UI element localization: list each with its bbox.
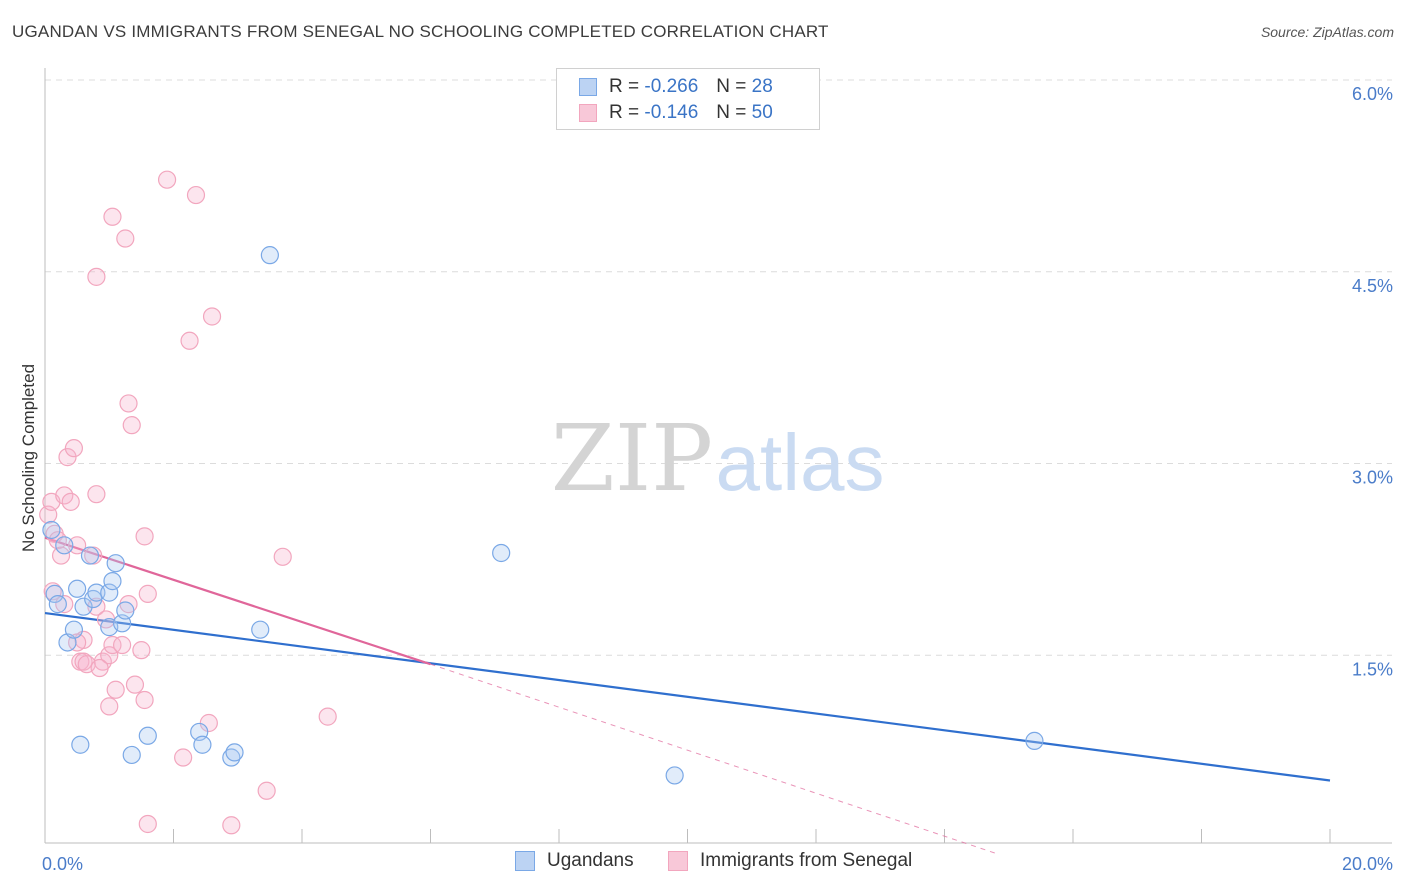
point-ugandans [251,620,270,639]
tick-labels: 1.5% 3.0% 4.5% 6.0% 0.0% 20.0% [42,84,1393,874]
point-ugandans [138,726,157,745]
y-tick-label: 4.5% [1352,276,1393,296]
point-senegal [103,635,122,655]
data-points [39,170,1044,835]
legend-item-senegal[interactable]: Immigrants from Senegal [668,850,912,872]
trend-line-ugandans [44,611,1331,782]
legend-swatch-senegal [579,104,597,122]
point-senegal [138,584,157,603]
point-ugandans [225,743,244,762]
point-ugandans [103,572,122,591]
source-label: Source: ZipAtlas.com [1260,24,1394,40]
point-senegal [122,416,141,435]
point-senegal [103,207,122,226]
legend-label-ugandans: Ugandans [547,850,634,871]
legend-row-ugandans: R = -0.266 N = 28 [579,75,773,99]
point-senegal [58,448,77,467]
point-senegal [68,536,87,555]
point-senegal [64,439,84,458]
legend-swatch-ugandans [579,78,597,96]
legend-item-ugandans[interactable]: Ugandans [515,850,634,872]
point-senegal [106,680,125,699]
point-ugandans [100,583,119,602]
point-ugandans [492,543,511,563]
x-tick-label: 20.0% [1342,854,1393,874]
point-ugandans [42,520,61,540]
y-tick-label: 3.0% [1352,468,1393,488]
point-senegal [174,748,193,767]
point-ugandans [45,584,64,603]
y-tick-label: 1.5% [1352,659,1393,679]
point-senegal [116,229,135,248]
legend-swatch-ugandans [515,851,535,871]
point-ugandans [71,735,90,754]
correlation-legend: R = -0.266 N = 28 R = -0.146 N = 50 [556,68,820,130]
point-ugandans [68,579,87,598]
point-ugandans [222,748,241,767]
point-senegal [119,394,138,413]
point-senegal [100,646,119,665]
point-senegal [257,781,276,800]
y-axis-label: No Schooling Completed [19,364,38,552]
axis-layer [44,68,1392,844]
point-senegal [202,307,222,326]
trend-line-senegal [44,536,431,666]
point-ugandans [48,595,67,614]
legend-r-value: -0.266 [644,76,699,97]
point-ugandans [87,583,106,602]
point-senegal [318,707,337,726]
point-ugandans [122,745,141,765]
point-senegal [90,658,109,678]
point-senegal [157,170,177,189]
point-ugandans [80,546,100,565]
watermark-zip: ZIP [551,405,713,512]
x-tick-label: 0.0% [42,854,83,874]
point-senegal [135,690,154,710]
point-ugandans [1025,731,1044,750]
legend-r-label: R = [609,102,640,123]
point-ugandans [55,536,74,555]
y-tick-label: 6.0% [1352,84,1393,104]
point-senegal [138,814,157,834]
legend-r-label: R = [609,76,640,97]
watermark: ZIP atlas [551,405,885,512]
point-senegal [186,185,206,205]
watermark-atlas: atlas [716,418,885,507]
trend-line-senegal-extension [430,663,997,854]
point-senegal [222,816,241,835]
point-senegal [100,697,119,716]
grid-layer [45,79,1392,656]
point-senegal [51,546,71,565]
legend-n-value: 28 [751,76,773,97]
legend-row-senegal: R = -0.146 N = 50 [579,101,773,125]
trend-lines [44,536,1331,854]
chart-title: UGANDAN VS IMMIGRANTS FROM SENEGAL NO SC… [12,22,829,41]
series-legend: Ugandans Immigrants from Senegal [0,850,1406,880]
legend-n-label: N = [716,76,747,97]
point-ugandans [665,766,684,785]
point-senegal [87,485,106,504]
point-senegal [74,652,93,671]
point-senegal [132,641,151,660]
legend-r-value: -0.146 [644,102,699,123]
point-ugandans [116,601,135,620]
point-senegal [87,267,106,286]
point-ugandans [193,735,212,754]
point-senegal [61,492,80,511]
point-senegal [273,547,292,566]
legend-swatch-senegal [668,851,688,871]
legend-n-value: 50 [751,102,773,123]
point-ugandans [260,246,279,265]
point-ugandans [74,597,93,616]
point-senegal [125,675,145,694]
point-ugandans [106,554,125,573]
point-senegal [135,527,154,546]
point-senegal [180,331,199,350]
point-senegal [112,635,132,655]
legend-n-label: N = [716,102,747,123]
legend-label-senegal: Immigrants from Senegal [700,850,913,871]
point-ugandans [64,620,84,639]
